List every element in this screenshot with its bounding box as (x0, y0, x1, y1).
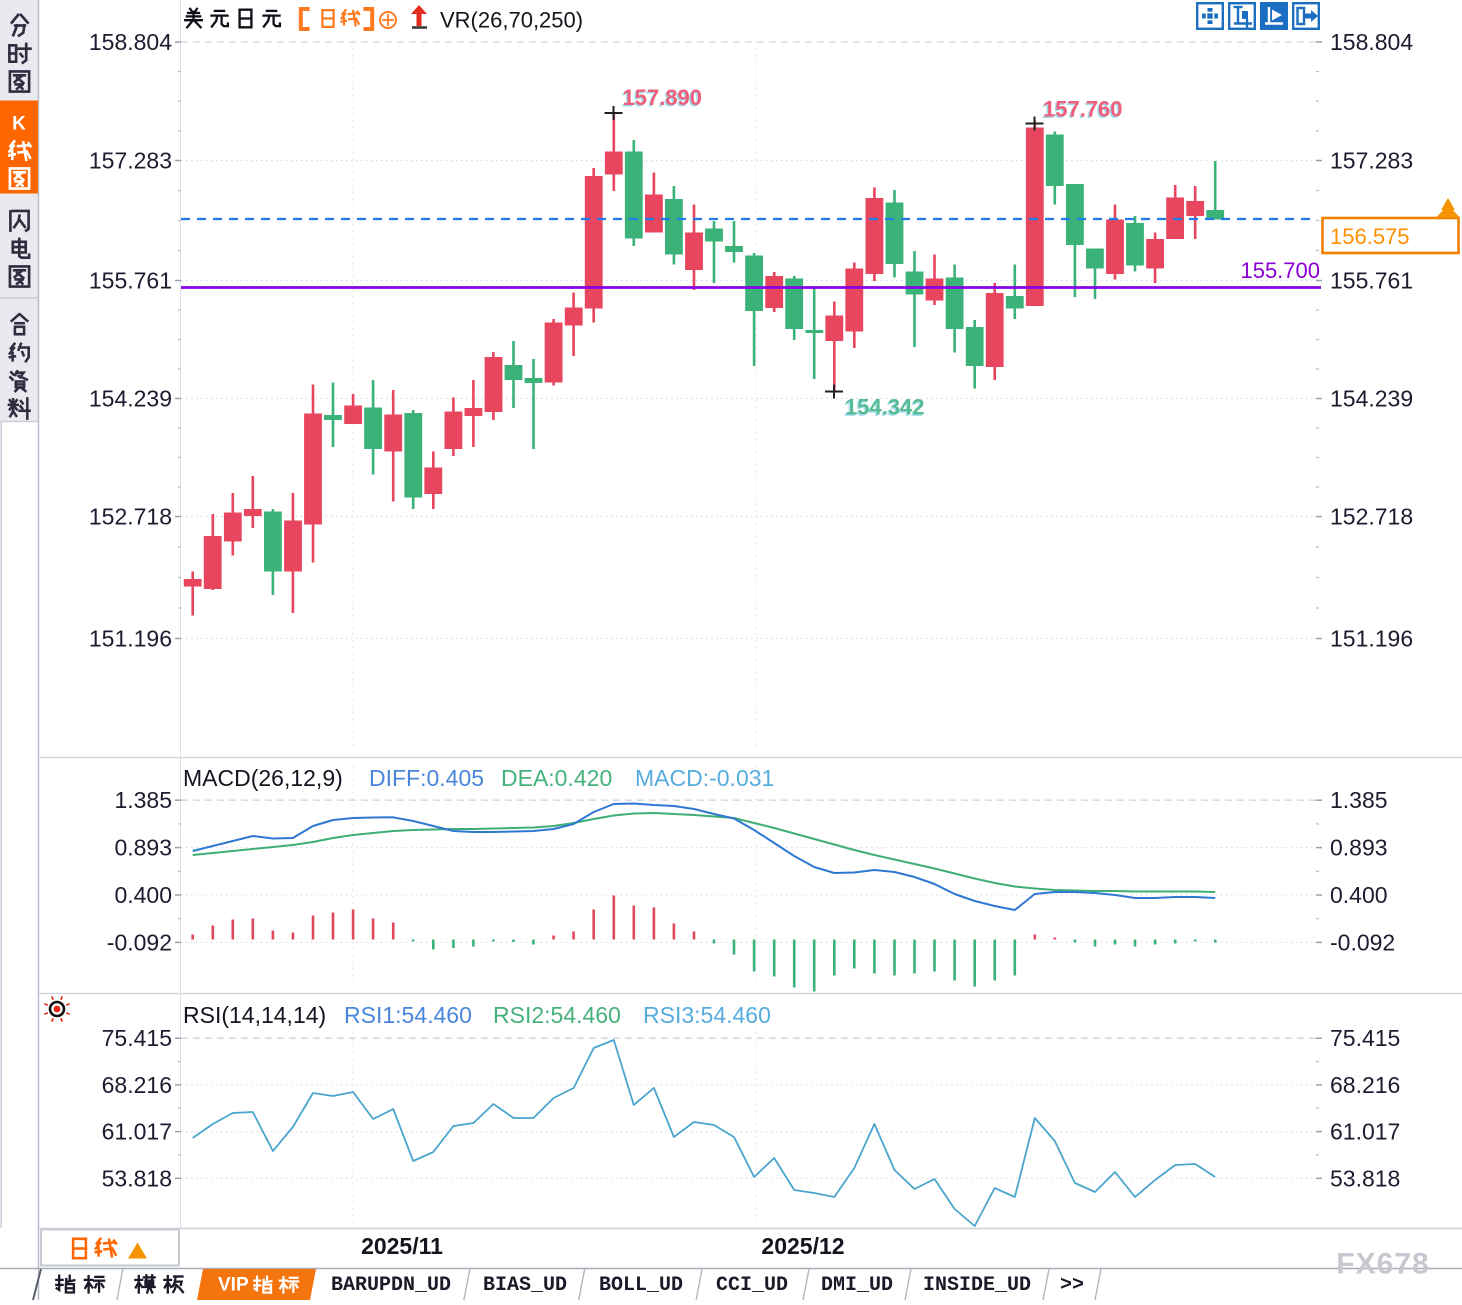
svg-text:157.760: 157.760 (1043, 97, 1123, 122)
svg-text:151.196: 151.196 (89, 626, 172, 652)
svg-text:-0.092: -0.092 (107, 929, 172, 955)
svg-text:0.400: 0.400 (114, 882, 172, 908)
svg-text:53.818: 53.818 (102, 1165, 172, 1191)
svg-text:158.804: 158.804 (89, 29, 172, 55)
svg-text:RSI2:54.460: RSI2:54.460 (493, 1002, 621, 1028)
svg-text:DMI_UD: DMI_UD (821, 1274, 893, 1297)
svg-text:155.700: 155.700 (1240, 258, 1320, 283)
svg-text:BIAS_UD: BIAS_UD (483, 1274, 567, 1297)
svg-text:2025/12: 2025/12 (761, 1233, 844, 1259)
svg-text:RSI1:54.460: RSI1:54.460 (344, 1002, 472, 1028)
svg-text:154.239: 154.239 (1330, 386, 1413, 412)
svg-text:154.239: 154.239 (89, 386, 172, 412)
svg-text:-0.092: -0.092 (1330, 929, 1395, 955)
svg-text:68.216: 68.216 (102, 1072, 172, 1098)
svg-text:157.760: 157.760 (1042, 98, 1122, 123)
svg-text:157.890: 157.890 (621, 87, 701, 112)
svg-text:61.017: 61.017 (1330, 1119, 1400, 1145)
svg-text:K: K (12, 114, 26, 135)
svg-text:DIFF:0.405: DIFF:0.405 (369, 765, 484, 791)
svg-text:RSI(14,14,14): RSI(14,14,14) (183, 1002, 326, 1028)
svg-text:DEA:0.420: DEA:0.420 (501, 765, 612, 791)
svg-text:MACD:-0.031: MACD:-0.031 (635, 765, 774, 791)
svg-text:BOLL_UD: BOLL_UD (599, 1274, 683, 1297)
svg-text:75.415: 75.415 (1330, 1025, 1400, 1051)
svg-text:2025/11: 2025/11 (361, 1233, 443, 1259)
svg-text:0.893: 0.893 (1330, 835, 1388, 861)
svg-text:CCI_UD: CCI_UD (716, 1274, 788, 1297)
svg-text:154.342: 154.342 (844, 396, 924, 421)
svg-text:0.893: 0.893 (114, 835, 172, 861)
svg-text:154.342: 154.342 (845, 395, 925, 420)
svg-text:152.718: 152.718 (1330, 504, 1413, 530)
svg-text:MACD(26,12,9): MACD(26,12,9) (183, 765, 343, 791)
svg-text:1.385: 1.385 (1330, 787, 1388, 813)
svg-text:157.283: 157.283 (89, 148, 172, 174)
svg-text:61.017: 61.017 (102, 1119, 172, 1145)
svg-text:53.818: 53.818 (1330, 1165, 1400, 1191)
svg-text:68.216: 68.216 (1330, 1072, 1400, 1098)
svg-text:158.804: 158.804 (1330, 29, 1413, 55)
svg-text:157.890: 157.890 (623, 85, 703, 110)
svg-text:155.761: 155.761 (89, 268, 172, 294)
svg-text:VIP: VIP (218, 1275, 249, 1296)
svg-text:0.400: 0.400 (1330, 882, 1388, 908)
svg-text:1.385: 1.385 (114, 787, 172, 813)
svg-text:157.283: 157.283 (1330, 148, 1413, 174)
svg-text:RSI3:54.460: RSI3:54.460 (643, 1002, 771, 1028)
svg-text:FX678: FX678 (1336, 1248, 1429, 1281)
svg-text:75.415: 75.415 (102, 1025, 172, 1051)
svg-text:INSIDE_UD: INSIDE_UD (923, 1274, 1031, 1297)
svg-text:156.575: 156.575 (1330, 224, 1410, 249)
svg-text:152.718: 152.718 (89, 504, 172, 530)
svg-text:151.196: 151.196 (1330, 626, 1413, 652)
svg-text:VR(26,70,250): VR(26,70,250) (440, 8, 583, 33)
svg-text:>>: >> (1060, 1274, 1084, 1297)
svg-text:BARUPDN_UD: BARUPDN_UD (331, 1274, 451, 1297)
svg-text:155.761: 155.761 (1330, 268, 1413, 294)
